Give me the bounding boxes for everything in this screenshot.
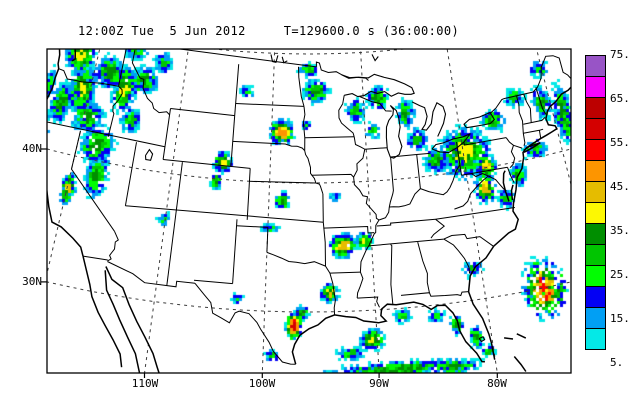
lat-axis-label-30n: 30N <box>22 275 42 288</box>
gridline-meridian <box>536 49 571 187</box>
colorbar-label: 5. <box>610 356 624 369</box>
colorbar-swatch <box>585 118 606 140</box>
lakes <box>144 54 495 343</box>
gridline-parallel <box>47 281 571 313</box>
title-forecast-time: T=129600.0 s (36:00:00) <box>283 24 460 38</box>
colorbar-swatch <box>585 76 606 98</box>
coastline <box>47 49 571 373</box>
gridline-meridian <box>144 49 189 373</box>
gridline-meridian <box>261 49 276 373</box>
state-borders <box>47 49 571 365</box>
gridline-parallel <box>47 148 571 184</box>
gridline-meridian <box>446 49 498 373</box>
colorbar-swatch <box>585 160 606 182</box>
gridline-meridian <box>47 49 101 276</box>
map-border <box>46 48 572 374</box>
gridline-meridian <box>359 49 380 373</box>
lon-axis-label-90w: 90W <box>369 377 389 390</box>
colorbar-label: 15. <box>610 312 630 325</box>
colorbar-swatch <box>585 244 606 266</box>
colorbar-swatch <box>585 223 606 245</box>
lat-axis-label-40n: 40N <box>22 142 42 155</box>
colorbar-swatch <box>585 307 606 329</box>
lon-axis-label-100w: 100W <box>248 377 276 390</box>
colorbar-label: 35. <box>610 224 630 237</box>
colorbar-swatch <box>585 181 606 203</box>
colorbar-swatch <box>585 328 606 350</box>
colorbar-swatch <box>585 286 606 308</box>
plot-title: 12:00Z Tue 5 Jun 2012 T=129600.0 s (36:00… <box>78 24 459 38</box>
colorbar-label: 75. <box>610 48 630 61</box>
colorbar-swatch <box>585 202 606 224</box>
title-datetime: 12:00Z Tue 5 Jun 2012 <box>78 24 246 38</box>
reflectivity-colorbar <box>585 55 606 350</box>
colorbar-swatch <box>585 139 606 161</box>
precip-reflectivity-layer <box>47 49 571 373</box>
colorbar-label: 65. <box>610 92 630 105</box>
colorbar-label: 25. <box>610 268 630 281</box>
colorbar-swatch <box>585 55 606 77</box>
lon-axis-label-80w: 80W <box>487 377 507 390</box>
colorbar-label: 55. <box>610 136 630 149</box>
gridline-parallel <box>209 49 409 55</box>
colorbar-swatch <box>585 265 606 287</box>
colorbar-label: 45. <box>610 180 630 193</box>
colorbar-swatch <box>585 97 606 119</box>
lon-axis-label-110w: 110W <box>131 377 159 390</box>
